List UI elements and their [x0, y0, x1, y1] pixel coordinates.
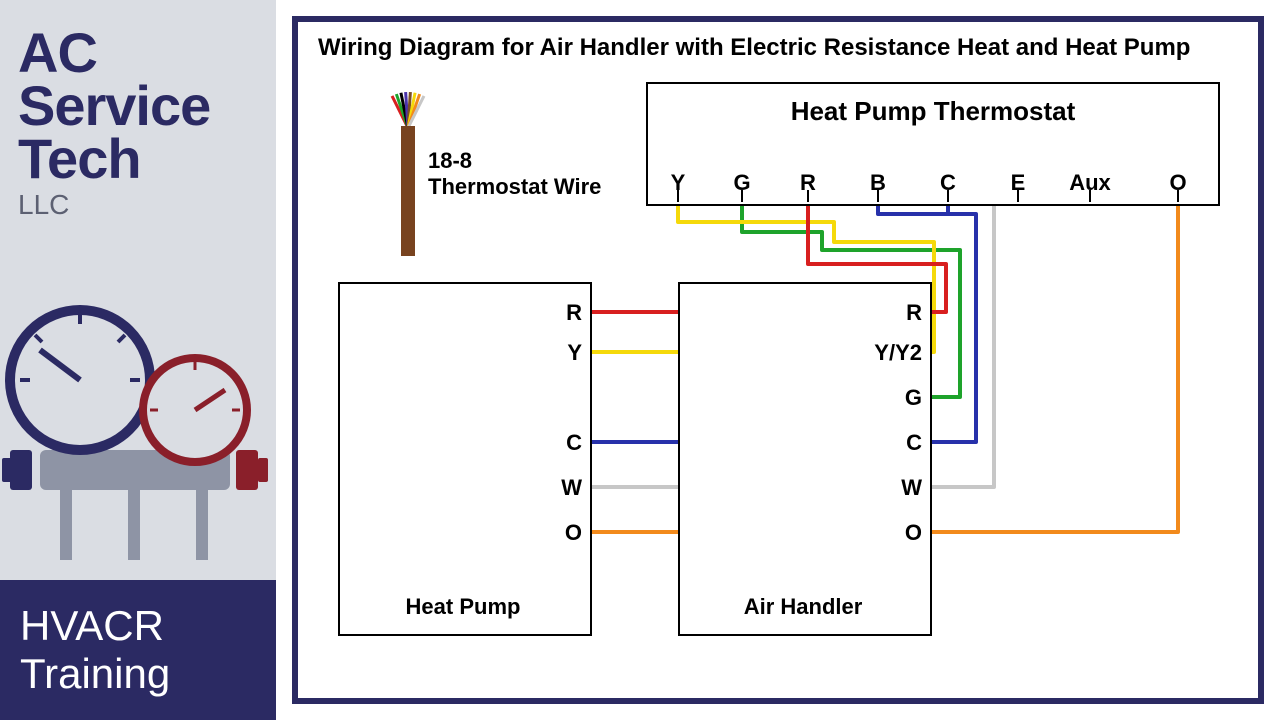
logo-line-3: Tech [18, 132, 262, 185]
logo-sub: LLC [18, 192, 262, 219]
gauge-blue-icon [10, 310, 150, 450]
tick-icon [1089, 190, 1091, 202]
heat-pump-terminal-c: C [552, 430, 582, 456]
cable-label-2: Thermostat Wire [428, 174, 601, 199]
heat-pump-terminal-r: R [552, 300, 582, 326]
tick-icon [741, 190, 743, 202]
tick-icon [807, 190, 809, 202]
air-handler-box [678, 282, 932, 636]
tick-icon [947, 190, 949, 202]
valve-left-icon [2, 450, 32, 490]
footer-line-2: Training [20, 650, 276, 698]
sidebar-footer: HVACR Training [0, 580, 276, 720]
heat-pump-terminal-o: O [552, 520, 582, 546]
tick-icon [1177, 190, 1179, 202]
heat-pump-label: Heat Pump [338, 594, 588, 620]
air-handler-terminal-o: O [862, 520, 922, 546]
sidebar: AC Service Tech LLC [0, 0, 276, 720]
air-handler-terminal-g: G [862, 385, 922, 411]
gauge-red-icon [143, 358, 247, 462]
tick-icon [677, 190, 679, 202]
gauges-illustration [0, 300, 276, 560]
footer-line-1: HVACR [20, 602, 276, 650]
tick-icon [877, 190, 879, 202]
tick-icon [1017, 190, 1019, 202]
air-handler-terminal-r: R [862, 300, 922, 326]
heat-pump-terminal-y: Y [552, 340, 582, 366]
air-handler-terminal-c: C [862, 430, 922, 456]
air-handler-terminal-y-y2: Y/Y2 [862, 340, 922, 366]
heat-pump-box [338, 282, 592, 636]
thermostat-label: Heat Pump Thermostat [648, 96, 1218, 127]
logo-line-1: AC [18, 26, 262, 79]
brand-logo: AC Service Tech LLC [0, 0, 276, 218]
cable-label-1: 18-8 [428, 148, 472, 173]
logo-line-2: Service [18, 79, 262, 132]
valve-right-icon [236, 450, 268, 490]
heat-pump-terminal-w: W [552, 475, 582, 501]
thermostat-wire-label: 18-8 Thermostat Wire [428, 148, 601, 200]
air-handler-label: Air Handler [678, 594, 928, 620]
diagram-frame: Wiring Diagram for Air Handler with Elec… [292, 16, 1264, 704]
air-handler-terminal-w: W [862, 475, 922, 501]
diagram-area: Wiring Diagram for Air Handler with Elec… [276, 0, 1280, 720]
